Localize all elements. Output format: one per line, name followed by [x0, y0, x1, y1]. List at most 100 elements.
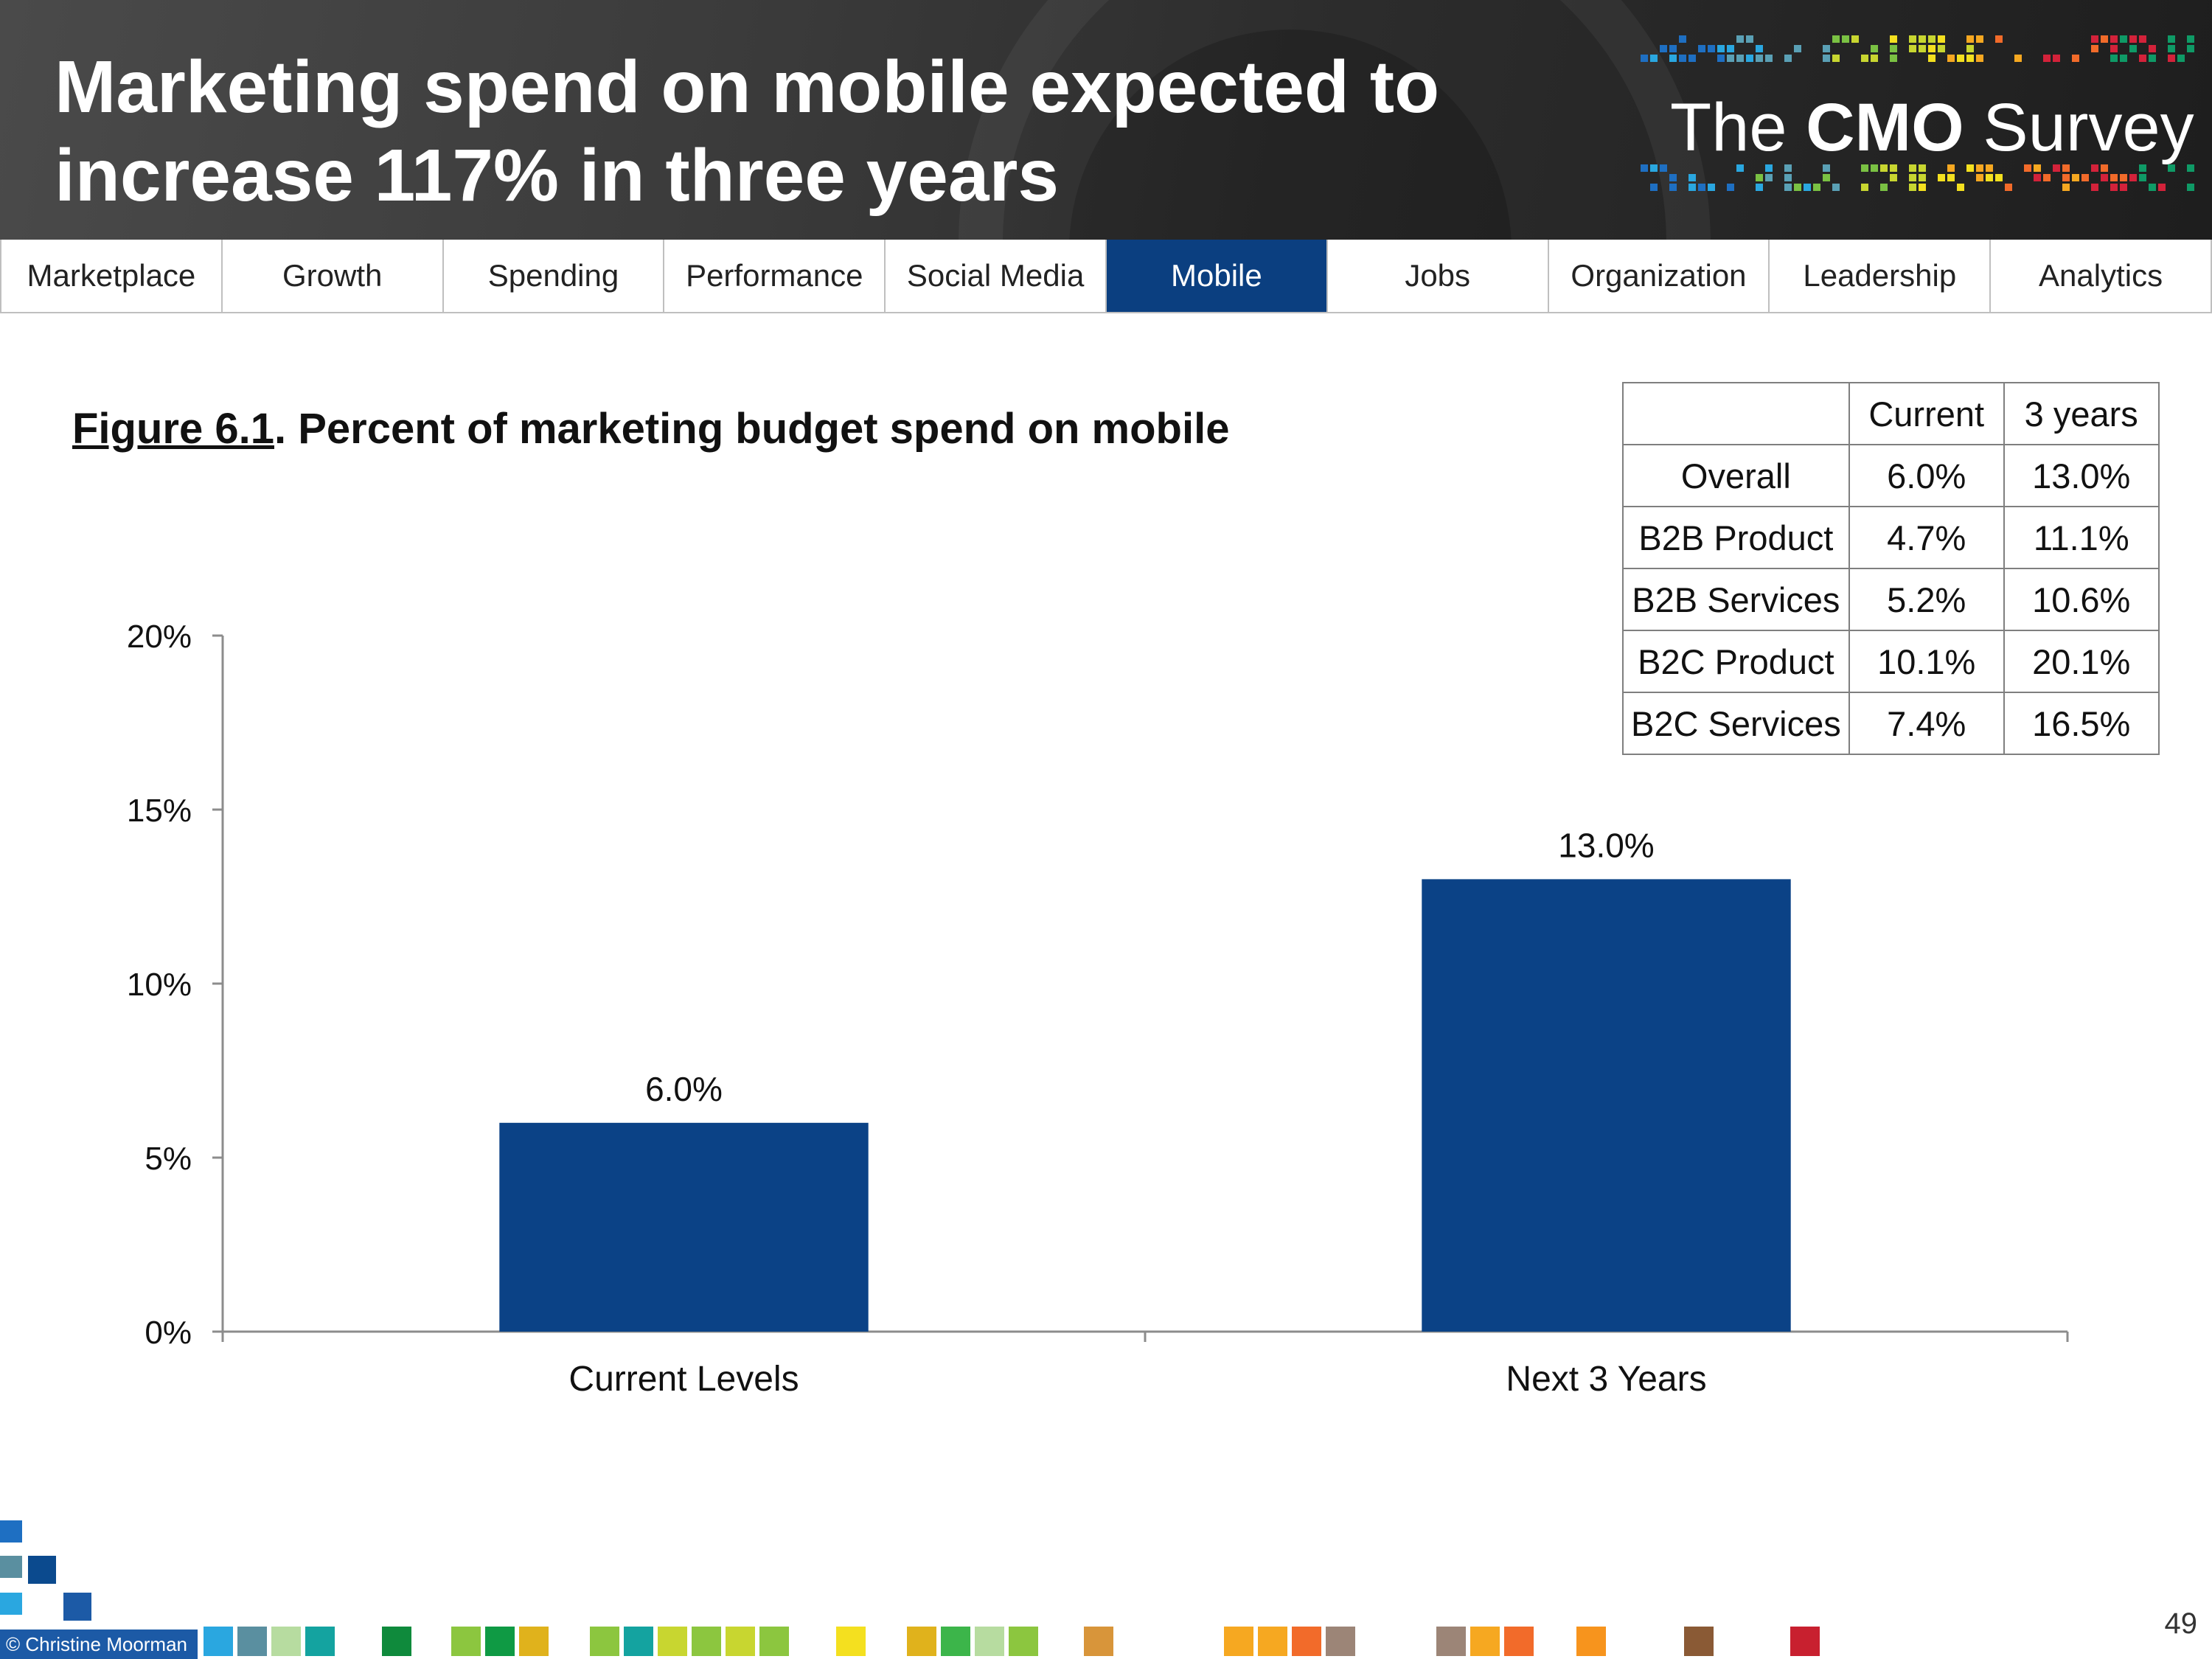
- logo-pixel: [1976, 35, 1983, 43]
- table-row-label: B2C Product: [1622, 630, 1850, 693]
- logo-pixel: [1660, 164, 1667, 172]
- copyright-label: © Christine Moorman: [0, 1630, 198, 1659]
- logo-pixel: [2005, 184, 2012, 191]
- logo-pixel: [2149, 184, 2156, 191]
- footer-square: [0, 1556, 22, 1578]
- bar: [1422, 879, 1791, 1332]
- logo-pixel: [2101, 174, 2108, 181]
- y-tick-label: 10%: [127, 967, 192, 1003]
- segment-table: Current 3 years Overall 6.0% 13.0% B2B Produc…: [1622, 382, 2160, 755]
- logo-pixel: [1976, 164, 1983, 172]
- logo-pixel: [2034, 174, 2041, 181]
- logo-pixel: [2120, 35, 2127, 43]
- logo-pixel: [1669, 184, 1677, 191]
- page-title-line-1: Marketing spend on mobile expected to: [55, 46, 1440, 128]
- footer-square: [451, 1627, 481, 1656]
- table-cell: 6.0%: [1848, 444, 2005, 507]
- tab-marketplace[interactable]: Marketplace: [0, 240, 223, 312]
- logo-pixel: [1909, 45, 1916, 52]
- logo-pixel: [1756, 174, 1763, 181]
- logo-pixel: [1698, 45, 1705, 52]
- logo-pixel: [2062, 184, 2070, 191]
- y-tick-label: 15%: [127, 793, 192, 829]
- logo-pixel: [1919, 164, 1926, 172]
- logo-pixel: [1890, 45, 1897, 52]
- logo-pixel: [2139, 164, 2146, 172]
- logo-pixel: [2129, 174, 2137, 181]
- table-cell: 13.0%: [2003, 444, 2160, 507]
- tab-jobs[interactable]: Jobs: [1327, 240, 1549, 312]
- logo-pixel: [1871, 164, 1878, 172]
- tab-leadership[interactable]: Leadership: [1770, 240, 1992, 312]
- logo-pixel: [1717, 55, 1725, 62]
- logo-pixel: [1784, 164, 1792, 172]
- footer-square: [519, 1627, 549, 1656]
- logo-pixel: [1909, 35, 1916, 43]
- logo-pixel: [1736, 164, 1744, 172]
- footer-square: [1790, 1627, 1820, 1656]
- logo-pixel: [1976, 55, 1983, 62]
- logo-pixel: [2034, 164, 2041, 172]
- logo-pixel: [1727, 55, 1734, 62]
- logo-pixel: [2139, 174, 2146, 181]
- table-cell: 20.1%: [2003, 630, 2160, 693]
- logo-pixel: [2072, 55, 2079, 62]
- footer-square: [1504, 1627, 1534, 1656]
- table-corner-cell: [1622, 382, 1850, 445]
- table-row-label: B2C Services: [1622, 692, 1850, 755]
- logo-pixel: [1650, 55, 1658, 62]
- tab-mobile[interactable]: Mobile: [1106, 240, 1328, 312]
- footer-square: [237, 1627, 267, 1656]
- section-nav: Marketplace Growth Spending Performance Soci…: [0, 240, 2212, 313]
- logo-pixel: [2129, 45, 2137, 52]
- logo-pixel-pattern: [1641, 35, 2194, 191]
- footer-square: [63, 1593, 91, 1621]
- logo-pixel: [2043, 55, 2051, 62]
- footer-square: [941, 1627, 970, 1656]
- logo-pixel: [1928, 55, 1935, 62]
- logo-pixel: [2110, 174, 2118, 181]
- tab-growth[interactable]: Growth: [222, 240, 444, 312]
- logo-pixel: [1871, 55, 1878, 62]
- logo-pixel: [1890, 35, 1897, 43]
- footer-square: [28, 1556, 56, 1584]
- logo-pixel: [1823, 45, 1830, 52]
- logo-pixel: [1938, 45, 1945, 52]
- logo-pixel: [1669, 55, 1677, 62]
- table-cell: 5.2%: [1848, 568, 2005, 631]
- page-title: Marketing spend on mobile expected to in…: [55, 43, 1514, 220]
- logo-pixel: [1765, 164, 1773, 172]
- logo-pixel: [1832, 35, 1840, 43]
- logo-pixel: [1688, 174, 1696, 181]
- logo-pixel: [1861, 184, 1868, 191]
- tab-analytics[interactable]: Analytics: [1991, 240, 2212, 312]
- logo-pixel: [2120, 184, 2127, 191]
- logo-pixel: [1688, 55, 1696, 62]
- table-row: Overall 6.0% 13.0%: [1622, 444, 2160, 507]
- header-banner: Marketing spend on mobile expected to in…: [0, 0, 2212, 240]
- tab-spending[interactable]: Spending: [443, 240, 665, 312]
- footer-square: [692, 1627, 721, 1656]
- y-tick-label: 0%: [145, 1315, 192, 1351]
- logo-pixel: [1909, 184, 1916, 191]
- logo-pixel: [1909, 174, 1916, 181]
- logo-pixel: [1679, 35, 1686, 43]
- logo-pixel: [1756, 55, 1763, 62]
- table-row: B2C Product 10.1% 20.1%: [1622, 630, 2160, 693]
- logo-pixel: [1861, 164, 1868, 172]
- footer-square: [658, 1627, 687, 1656]
- footer-square: [836, 1627, 866, 1656]
- data-label: 6.0%: [645, 1070, 723, 1108]
- logo-pixel: [2158, 184, 2166, 191]
- footer-square: [271, 1627, 301, 1656]
- table-row: B2C Services 7.4% 16.5%: [1622, 692, 2160, 755]
- x-tick-label: Current Levels: [568, 1360, 799, 1399]
- tab-organization[interactable]: Organization: [1548, 240, 1770, 312]
- logo-pixel: [1966, 164, 1974, 172]
- logo-pixel: [2014, 55, 2022, 62]
- tab-social-media[interactable]: Social Media: [886, 240, 1107, 312]
- table-header-cell: 3 years: [2003, 382, 2160, 445]
- tab-performance[interactable]: Performance: [664, 240, 886, 312]
- logo-pixel: [1842, 35, 1849, 43]
- footer-square: [759, 1627, 789, 1656]
